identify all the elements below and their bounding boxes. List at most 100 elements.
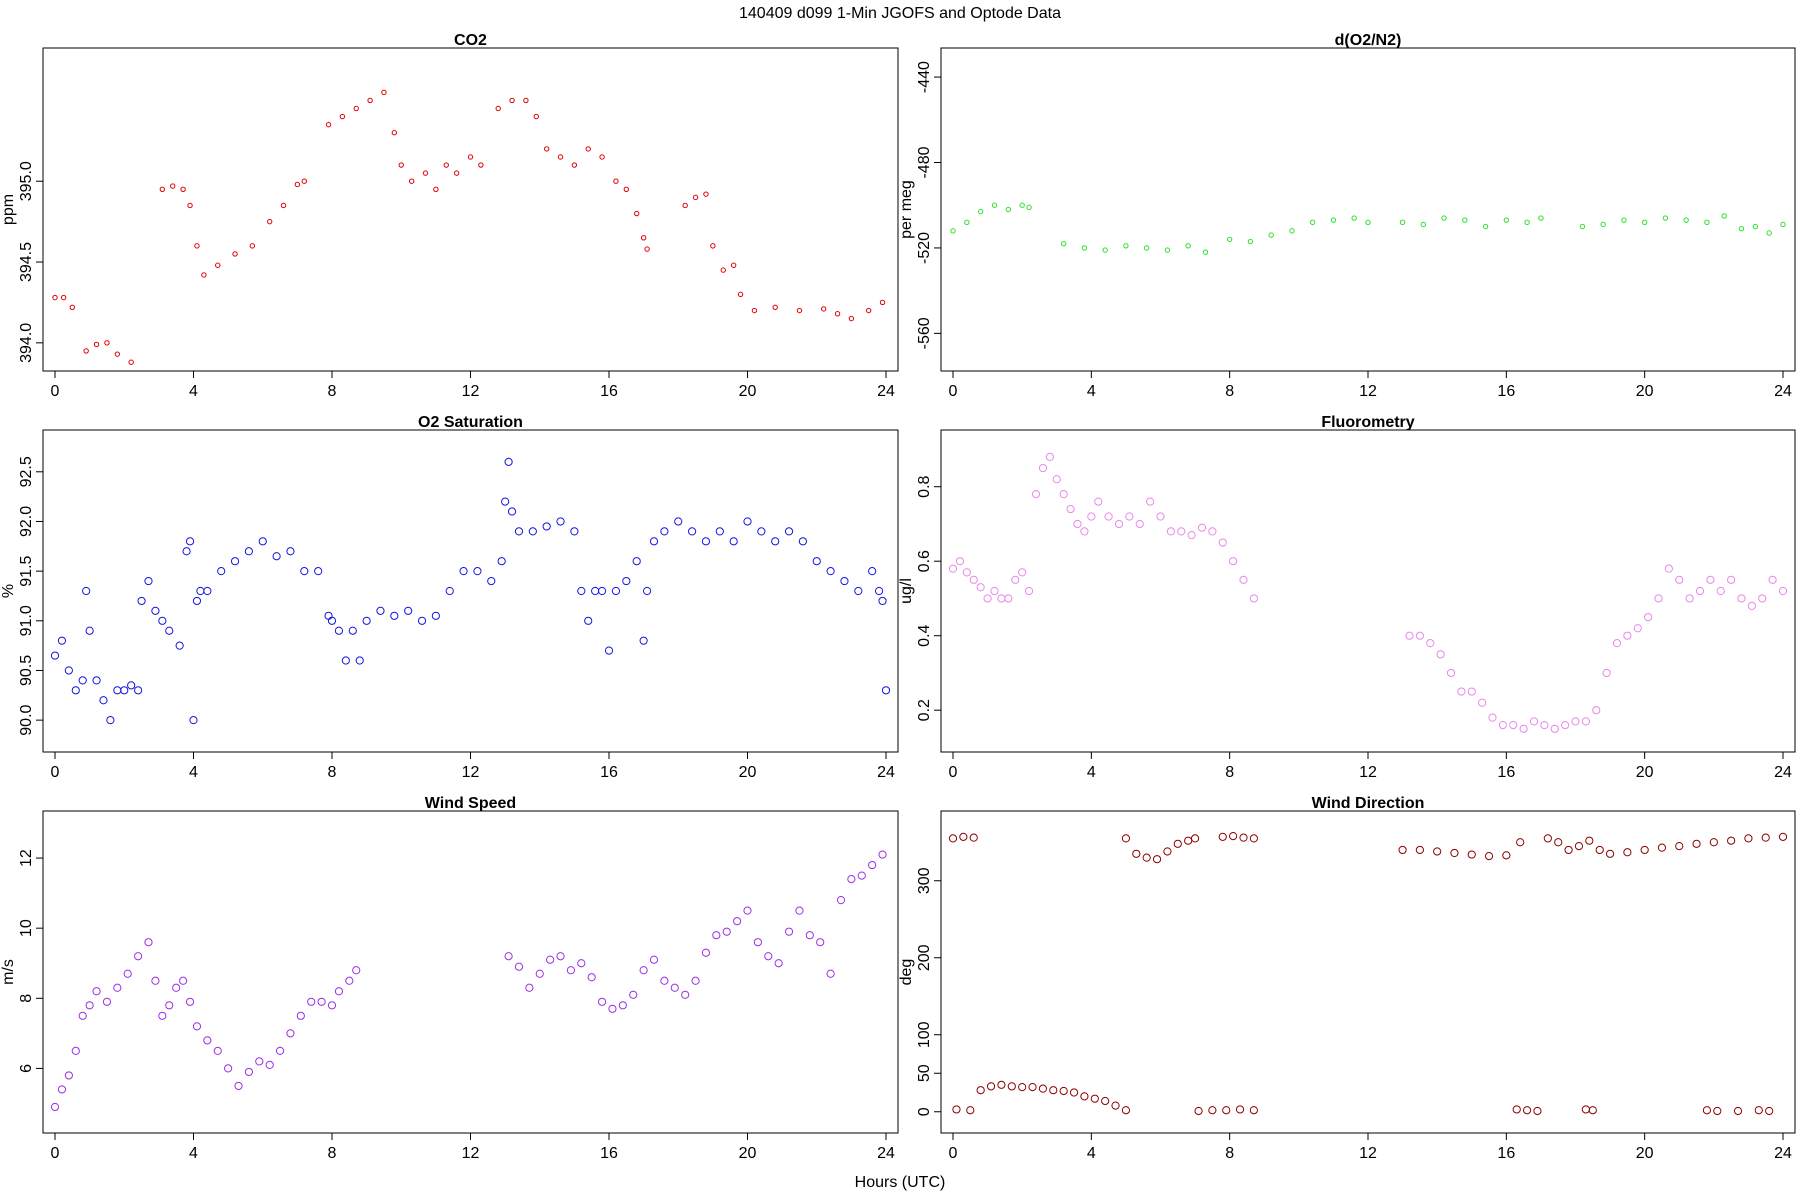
- data-point: [1114, 519, 1124, 529]
- data-point: [144, 576, 153, 586]
- data-point: [170, 183, 176, 189]
- data-point: [514, 962, 524, 971]
- data-point: [1249, 834, 1258, 843]
- data-point: [597, 586, 607, 596]
- data-point: [1173, 839, 1182, 848]
- data-point: [113, 983, 122, 992]
- data-point: [688, 527, 697, 536]
- panel-d-o2-n2: d(O2/N2) 0 4 8 12 16 20 24 -560 -520 -480 -440 per m…: [898, 32, 1796, 400]
- data-point: [60, 294, 67, 301]
- data-point: [660, 527, 669, 536]
- data-point: [1018, 568, 1027, 577]
- data-point: [632, 557, 641, 566]
- data-point: [1249, 1106, 1258, 1115]
- data-point: [557, 154, 564, 160]
- data-point: [1123, 243, 1129, 249]
- data-point: [352, 966, 361, 975]
- figure-title: 140409 d099 1-Min JGOFS and Optode Data: [739, 5, 1061, 22]
- data-point: [1478, 698, 1487, 707]
- data-point: [113, 686, 122, 695]
- x-tick-label: 4: [189, 383, 198, 400]
- data-point: [1184, 836, 1193, 845]
- data-point: [1135, 519, 1144, 529]
- y-tick-label: 12: [18, 849, 35, 867]
- data-point: [585, 146, 591, 152]
- data-point: [1229, 831, 1238, 841]
- data-point: [878, 850, 887, 859]
- data-point: [1524, 219, 1530, 226]
- series-segment-1: [1060, 240, 1209, 255]
- data-point: [1309, 219, 1316, 226]
- x-tick-label: 24: [1774, 764, 1792, 781]
- data-point: [192, 1022, 202, 1031]
- data-point: [997, 1080, 1006, 1089]
- panel-wind-speed: Wind Speed 0 4 8 12 16 20 24 6 8 10 12 m/s: [0, 795, 899, 1162]
- series-segment-5: [1738, 221, 1786, 236]
- data-point: [217, 567, 226, 576]
- x-tick-label: 24: [1774, 1145, 1792, 1162]
- data-point: [244, 1067, 253, 1077]
- data-point: [955, 557, 965, 566]
- data-point: [78, 676, 87, 685]
- data-point: [215, 262, 221, 268]
- data-point: [85, 1001, 94, 1010]
- data-point: [1675, 842, 1684, 851]
- series-segment-0: [50, 938, 361, 1112]
- data-point: [798, 537, 808, 546]
- data-point: [1592, 706, 1601, 715]
- data-point: [604, 646, 614, 655]
- data-point: [185, 537, 195, 546]
- data-point: [597, 997, 607, 1006]
- data-point: [78, 1011, 87, 1020]
- data-point: [137, 596, 146, 606]
- y-tick-label: 91.5: [18, 555, 35, 586]
- data-point: [1467, 687, 1476, 696]
- data-point: [1289, 228, 1295, 234]
- data-point: [618, 1001, 627, 1010]
- x-tick-label: 0: [949, 383, 958, 400]
- data-point: [682, 202, 688, 209]
- data-point: [114, 351, 121, 357]
- data-point: [1125, 512, 1134, 521]
- data-point: [629, 990, 638, 999]
- y-tick-label: 0.6: [916, 550, 933, 572]
- y-axis-label: %: [0, 584, 17, 598]
- data-point: [128, 359, 134, 365]
- data-point: [542, 522, 551, 531]
- data-point: [1166, 527, 1175, 536]
- data-point: [1164, 247, 1171, 253]
- data-point: [317, 997, 326, 1006]
- data-point: [566, 966, 576, 975]
- series-segment-3: [1218, 831, 1258, 843]
- data-point: [390, 611, 399, 620]
- data-point: [991, 202, 998, 208]
- data-point: [1538, 215, 1544, 221]
- data-point: [820, 306, 827, 312]
- data-point: [71, 1046, 80, 1055]
- data-point: [535, 969, 544, 978]
- data-point: [417, 616, 427, 625]
- data-point: [504, 457, 513, 466]
- y-tick-label: 92.5: [18, 456, 35, 487]
- data-point: [1330, 217, 1337, 223]
- data-point: [1512, 1105, 1521, 1114]
- data-point: [1457, 687, 1466, 696]
- data-point: [1094, 497, 1103, 506]
- data-point: [1229, 557, 1238, 566]
- data-point: [674, 517, 683, 526]
- data-point: [1727, 836, 1736, 845]
- x-tick-label: 0: [51, 383, 60, 400]
- data-point: [1588, 1106, 1597, 1115]
- data-point: [159, 186, 166, 192]
- data-point: [102, 997, 112, 1006]
- x-tick-label: 24: [877, 1145, 895, 1162]
- panel-title: Wind Direction: [1312, 795, 1425, 812]
- data-point: [1727, 575, 1736, 584]
- data-point: [192, 596, 202, 606]
- y-axis-label: ppm: [0, 194, 17, 225]
- x-tick-label: 20: [1636, 383, 1654, 400]
- data-point: [771, 537, 780, 546]
- data-point: [314, 567, 323, 576]
- data-point: [1581, 717, 1590, 726]
